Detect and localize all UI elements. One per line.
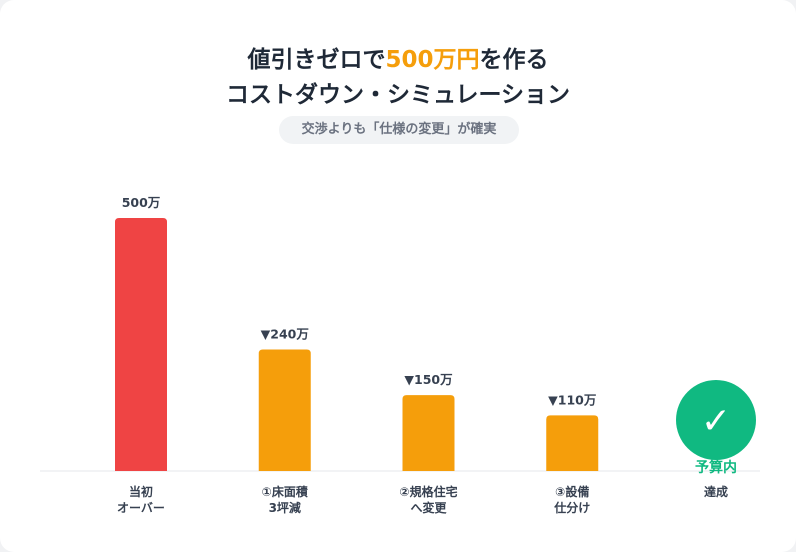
x-tick-label: 3坪減 — [269, 500, 301, 515]
bar — [402, 395, 455, 471]
value-label: 500万 — [122, 195, 161, 210]
x-tick-label: ②規格住宅 — [399, 484, 457, 499]
x-tick-label: ③設備 — [555, 484, 589, 499]
x-tick-label: 仕分け — [553, 500, 590, 515]
bar — [546, 415, 599, 471]
x-tick-label: 当初 — [129, 484, 153, 499]
success-circle — [676, 380, 756, 460]
value-label: ▼240万 — [261, 327, 309, 342]
subtitle-badge: 交渉よりも「仕様の変更」が確実 — [279, 116, 519, 144]
chart-title-line2: コストダウン・シミュレーション — [225, 82, 571, 108]
final-marker-label: 予算内 — [695, 459, 737, 476]
x-tick-label: ①床面積 — [262, 484, 309, 499]
value-label: ▼110万 — [548, 392, 596, 407]
x-tick-label: へ変更 — [410, 500, 447, 515]
bar — [115, 218, 167, 471]
check-icon: ✓ — [701, 401, 731, 442]
bar — [258, 349, 311, 471]
value-label: ▼150万 — [404, 372, 452, 387]
x-tick-label: 達成 — [704, 484, 728, 499]
x-tick-label: オーバー — [117, 501, 165, 515]
chart-title-line1: 値引きゼロで500万円を作る — [247, 47, 549, 73]
title-accent: 500万円 — [385, 47, 480, 73]
